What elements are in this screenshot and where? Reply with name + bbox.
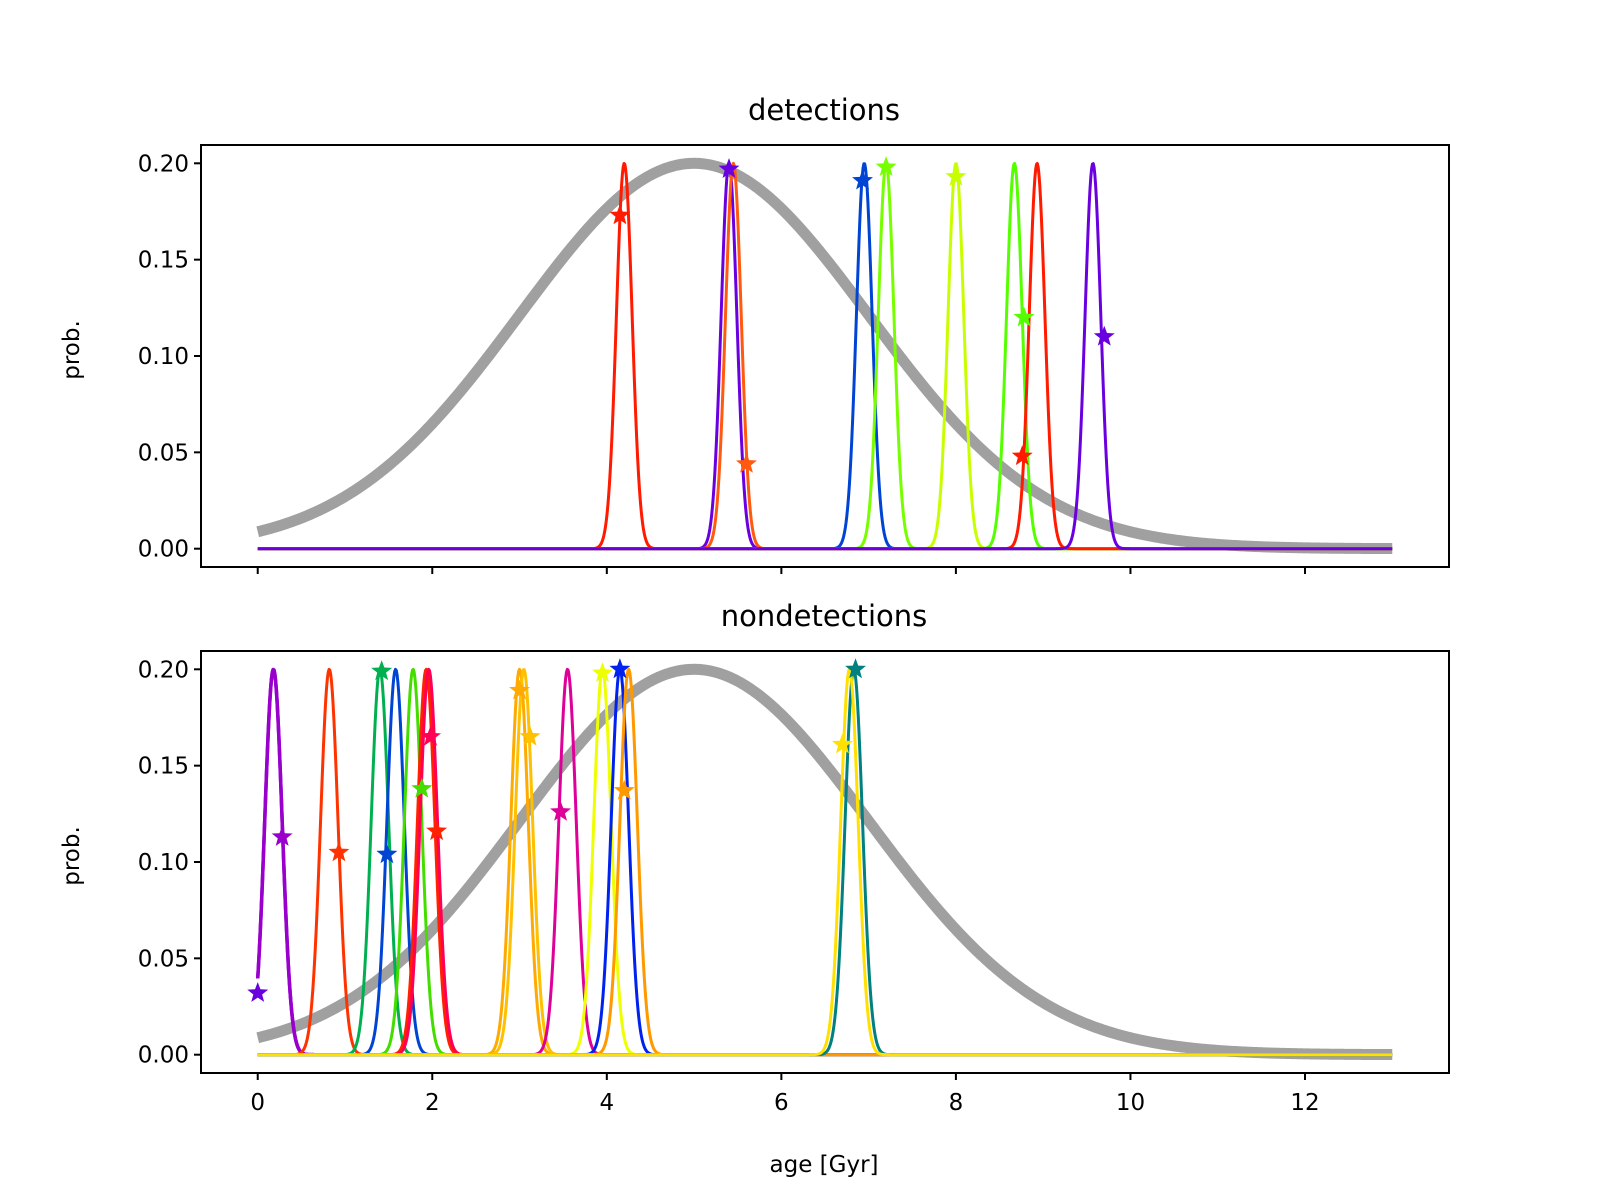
detections-axes-frame — [200, 144, 1450, 568]
detections-prior-curve — [256, 157, 1393, 555]
detections-curve-8 — [257, 162, 1393, 551]
nondetections-curve-9 — [257, 667, 1393, 1057]
detections-curve-4 — [257, 162, 1393, 551]
nondetections-star-marker-9 — [509, 679, 531, 700]
nondetections-panel: nondetections prob. age [Gyr] 0.000.050.… — [59, 599, 1450, 1178]
nondetections-star-marker-11 — [550, 800, 572, 821]
nondetections-star-marker-8 — [420, 725, 441, 746]
nondetections-star-marker-13 — [609, 658, 631, 679]
nondetections-curve-12 — [257, 668, 1393, 1057]
detections-curve-2 — [257, 162, 1393, 551]
detections-ylabel: prob. — [59, 320, 85, 380]
detections-curve-9 — [257, 162, 1393, 551]
detections-star-marker-3 — [735, 452, 757, 473]
nondetections-ytick-label: 0.15 — [138, 754, 189, 780]
detections-ytick-label: 0.00 — [138, 537, 189, 563]
nondetections-curve-11 — [257, 667, 1393, 1057]
nondetections-star-marker-6 — [411, 777, 433, 798]
nondetections-star-marker-5 — [376, 843, 398, 864]
nondetections-ylabel: prob. — [59, 826, 85, 886]
nondetections-xtick-label: 10 — [1116, 1090, 1145, 1116]
nondetections-star-marker-15 — [845, 658, 867, 679]
detections-ytick-label: 0.10 — [138, 344, 189, 370]
nondetections-curve-10 — [257, 668, 1393, 1057]
detections-star-marker-1 — [609, 204, 631, 225]
nondetections-star-marker-12 — [591, 662, 613, 683]
nondetections-xtick-label: 2 — [425, 1090, 440, 1116]
nondetections-xtick-label: 8 — [949, 1090, 964, 1116]
nondetections-curve-16 — [257, 667, 1393, 1057]
nondetections-curve-4 — [257, 667, 1393, 1057]
nondetections-title: nondetections — [721, 599, 928, 633]
detections-plot-area — [256, 156, 1393, 555]
detections-star-marker-7 — [1013, 306, 1035, 327]
detections-curve-1 — [257, 162, 1393, 551]
nondetections-star-marker-3 — [328, 841, 350, 862]
nondetections-star-marker-1 — [247, 982, 269, 1002]
detections-curve-3 — [257, 161, 1393, 551]
nondetections-xtick-label: 0 — [250, 1090, 265, 1116]
detections-star-marker-6 — [945, 165, 967, 186]
detections-ytick-label: 0.05 — [138, 440, 189, 466]
nondetections-ytick-label: 0.00 — [138, 1043, 189, 1069]
nondetections-xtick-label: 4 — [599, 1090, 614, 1116]
nondetections-curve-8 — [257, 667, 1393, 1057]
nondetections-star-marker-16 — [831, 733, 853, 754]
detections-star-marker-8 — [1011, 445, 1033, 466]
detections-curve-5 — [257, 162, 1393, 551]
nondetections-curve-6 — [257, 667, 1393, 1057]
nondetections-curve-13 — [257, 667, 1393, 1057]
detections-curve-6 — [257, 162, 1393, 551]
nondetections-xtick-label: 6 — [774, 1090, 789, 1116]
detections-ticks: 0.00 0.05 0.10 0.15 0.20 — [138, 151, 1306, 574]
detections-curve-7 — [257, 162, 1393, 551]
nondetections-ytick-label: 0.05 — [138, 946, 189, 972]
detections-title: detections — [748, 93, 900, 127]
nondetections-prior-curve — [256, 663, 1393, 1061]
nondetections-plot-area — [247, 658, 1394, 1061]
nondetections-curve-7 — [257, 667, 1393, 1057]
nondetections-star-marker-4 — [371, 660, 393, 681]
nondetections-ytick-label: 0.20 — [138, 657, 189, 683]
nondetections-curve-15 — [257, 668, 1393, 1057]
nondetections-xlabel: age [Gyr] — [770, 1152, 879, 1178]
nondetections-ticks: 0.00 0.05 0.10 0.15 0.20 0 2 4 6 8 10 12 — [138, 657, 1320, 1116]
nondetections-star-marker-7 — [426, 820, 448, 841]
detections-star-marker-9 — [1093, 325, 1115, 346]
nondetections-curve-2 — [255, 667, 1394, 1057]
nondetections-curve-14 — [257, 667, 1393, 1057]
nondetections-axes-frame — [200, 650, 1450, 1074]
detections-panel: detections prob. 0.00 0.05 0.10 0.15 0.20 — [59, 93, 1450, 574]
nondetections-xtick-label: 12 — [1290, 1090, 1319, 1116]
detections-star-marker-2 — [718, 158, 740, 178]
nondetections-star-marker-2 — [271, 825, 293, 846]
nondetections-curve-1 — [255, 667, 1394, 1057]
detections-ytick-label: 0.20 — [138, 151, 189, 177]
detections-star-marker-5 — [875, 156, 897, 177]
nondetections-curve-5 — [257, 667, 1393, 1057]
nondetections-curve-3 — [257, 667, 1393, 1057]
detections-ytick-label: 0.15 — [138, 248, 189, 274]
nondetections-ytick-label: 0.10 — [138, 850, 189, 876]
nondetections-star-marker-14 — [613, 779, 635, 800]
detections-star-marker-4 — [852, 169, 873, 190]
nondetections-star-marker-10 — [519, 725, 541, 746]
